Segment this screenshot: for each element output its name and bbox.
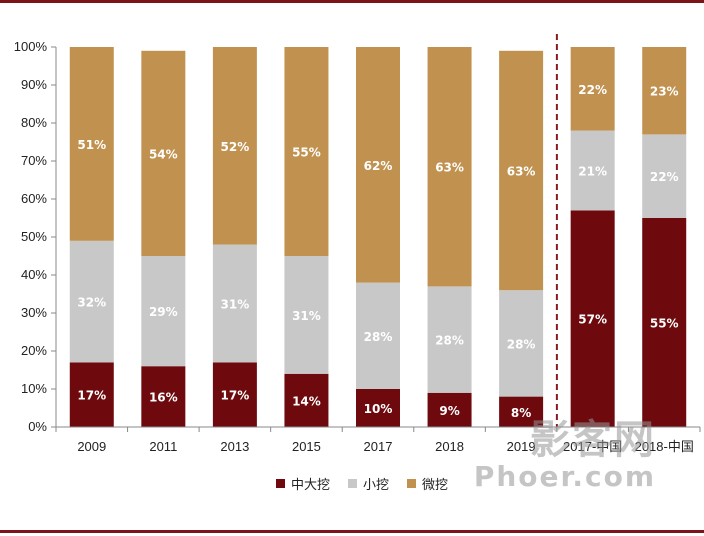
bar-segment-small <box>642 134 687 218</box>
bar-segment-micro <box>642 47 687 135</box>
y-tick-label: 90% <box>21 77 47 92</box>
legend-label-micro: 微挖 <box>422 478 449 493</box>
data-label: 28% <box>507 337 536 351</box>
bar-segment-small <box>427 286 472 393</box>
bar-segment-small <box>69 240 114 363</box>
top-border <box>0 0 704 3</box>
bar-segment-micro <box>284 47 329 256</box>
stacked-bar-chart: 0% 10% 20% 30% 40% 50% 60% 70% 80% 90% 100% 17% 32%… <box>14 34 701 454</box>
bar-segment-small <box>212 244 257 363</box>
bar-segment-micro <box>212 47 257 245</box>
bar-segment-micro <box>499 50 544 291</box>
bottom-border <box>0 530 704 533</box>
y-tick-label: 80% <box>21 115 47 130</box>
data-label: 21% <box>578 165 607 179</box>
bar-segment-large <box>570 210 615 427</box>
bar-segment-large <box>284 373 329 427</box>
data-label: 51% <box>77 138 106 152</box>
x-axis: 2009 2011 2013 2015 2017 2018 2019 2017-中国 2018-… <box>55 426 701 454</box>
bar-segment-micro <box>141 50 186 256</box>
data-label: 32% <box>77 296 106 310</box>
data-label: 63% <box>435 161 464 175</box>
legend-item-large: 中大挖 <box>276 474 330 493</box>
y-tick-label: 70% <box>21 153 47 168</box>
watermark-line2: Phoer.com <box>473 460 656 493</box>
data-label: 22% <box>578 83 607 97</box>
legend-label-small: 小挖 <box>363 478 390 493</box>
bar-segment-micro <box>427 47 472 287</box>
bar-segment-small <box>141 256 186 367</box>
x-tick-label: 2019 <box>507 439 536 454</box>
data-label: 10% <box>364 402 393 416</box>
y-tick-label: 100% <box>14 39 48 54</box>
bar-segment-large <box>212 362 257 427</box>
y-tick-label: 40% <box>21 267 47 282</box>
data-label: 17% <box>77 389 106 403</box>
data-label: 29% <box>149 305 178 319</box>
bar-segment-small <box>570 130 615 211</box>
data-label: 28% <box>435 334 464 348</box>
x-tick-label: 2017 <box>364 439 393 454</box>
bar-segment-micro <box>69 47 114 241</box>
x-tick-label: 2009 <box>77 439 106 454</box>
legend-item-micro: 微挖 <box>407 474 448 493</box>
y-tick-label: 60% <box>21 191 47 206</box>
data-label: 28% <box>364 330 393 344</box>
data-label: 14% <box>292 394 321 408</box>
y-axis: 0% 10% 20% 30% 40% 50% 60% 70% 80% 90% 100% <box>14 39 57 434</box>
data-label: 52% <box>221 140 250 154</box>
data-label: 63% <box>507 165 536 179</box>
x-tick-label: 2018 <box>435 439 464 454</box>
bar-segment-large <box>356 389 400 427</box>
bar-segment-large <box>427 392 472 427</box>
y-tick-label: 20% <box>21 343 47 358</box>
bar-segment-large <box>642 218 687 427</box>
data-label: 8% <box>511 406 531 420</box>
x-tick-label: 2018-中国 <box>635 439 694 454</box>
legend: 中大挖 小挖 微挖 <box>276 474 448 493</box>
watermark: 影客网 Phoer.com <box>474 418 656 492</box>
bar-segment-large <box>499 396 544 427</box>
data-label: 22% <box>650 170 679 184</box>
bar-segment-micro <box>570 47 615 131</box>
y-tick-label: 30% <box>21 305 47 320</box>
legend-item-small: 小挖 <box>348 474 389 493</box>
bar-segment-small <box>284 256 329 374</box>
data-label: 23% <box>650 85 679 99</box>
legend-label-large: 中大挖 <box>291 478 331 493</box>
x-tick-label: 2015 <box>292 439 321 454</box>
data-label: 31% <box>221 298 250 312</box>
bar-segment-small <box>356 282 400 389</box>
data-label: 62% <box>364 159 393 173</box>
legend-swatch-small <box>348 479 358 488</box>
y-tick-label: 10% <box>21 381 47 396</box>
watermark-line1: 影客网 <box>530 417 656 463</box>
bar-segment-large <box>69 362 114 427</box>
legend-swatch-large <box>276 479 285 488</box>
data-label: 55% <box>292 146 321 160</box>
data-label: 9% <box>439 404 459 418</box>
bar-segment-large <box>141 366 186 427</box>
data-label: 57% <box>578 313 607 327</box>
data-label: 17% <box>221 389 250 403</box>
x-tick-label: 2017-中国 <box>563 439 622 454</box>
y-tick-label: 0% <box>28 419 47 434</box>
data-label: 16% <box>149 391 178 405</box>
x-tick-label: 2013 <box>220 439 249 454</box>
data-label: 31% <box>292 309 321 323</box>
data-label: 54% <box>149 147 178 161</box>
bar-segment-micro <box>356 47 400 283</box>
data-label: 55% <box>650 317 679 331</box>
legend-swatch-micro <box>407 479 417 488</box>
bar-segment-small <box>499 290 544 397</box>
y-tick-label: 50% <box>21 229 47 244</box>
x-tick-label: 2011 <box>149 439 177 454</box>
bars-group: 17% 32% 51% 16% 29% 54% 17% 31% 52% 14% 31% 55% 10% 2… <box>69 34 687 427</box>
